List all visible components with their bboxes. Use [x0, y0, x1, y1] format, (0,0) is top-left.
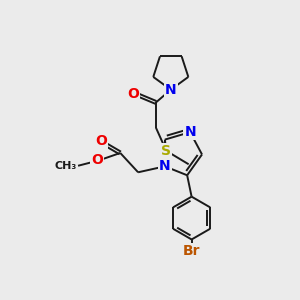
Text: N: N	[165, 83, 177, 97]
Text: N: N	[184, 125, 196, 139]
Text: O: O	[127, 86, 139, 100]
Text: S: S	[161, 144, 171, 158]
Text: O: O	[95, 134, 107, 148]
Text: Br: Br	[183, 244, 200, 258]
Text: N: N	[159, 159, 171, 173]
Text: O: O	[92, 153, 103, 167]
Text: CH₃: CH₃	[54, 161, 76, 171]
